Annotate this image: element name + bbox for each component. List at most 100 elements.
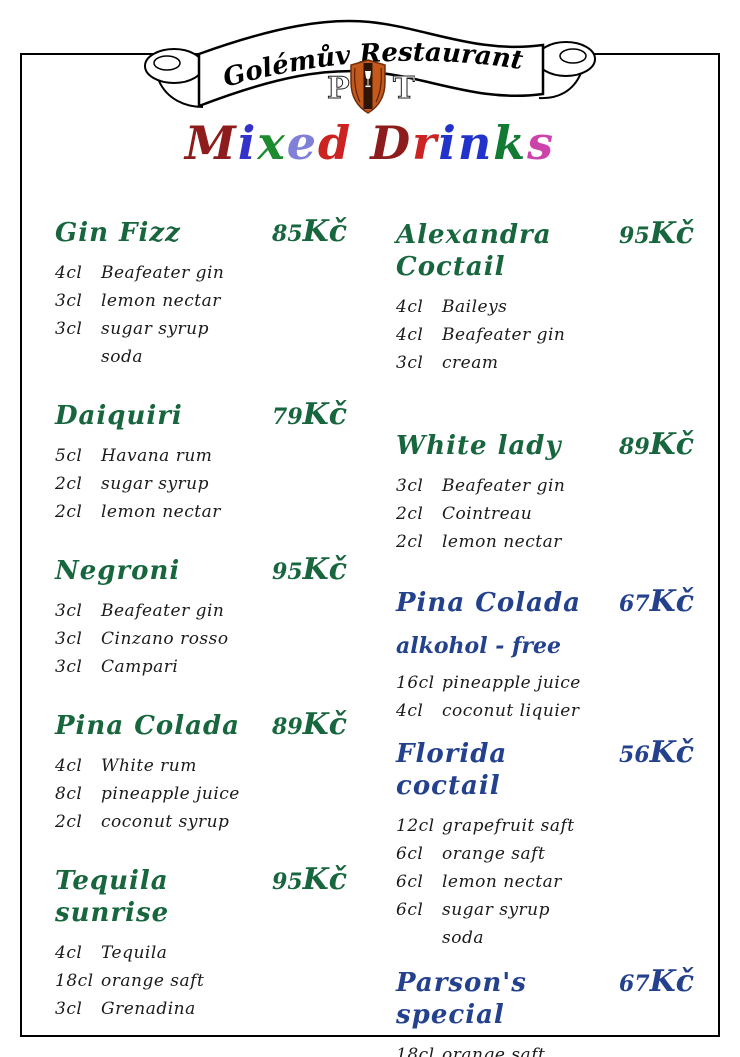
ingredient-qty: 3cl (55, 319, 83, 339)
ingredient-qty: 3cl (396, 353, 424, 373)
ingredient-name: Grenadina (101, 999, 196, 1019)
ingredient-row: 3cl lemon nectar (55, 287, 347, 315)
ingredient-name: Beafeater gin (101, 263, 225, 283)
page-title: Mixed Drinks (0, 116, 740, 170)
ingredient-qty: 2cl (55, 812, 83, 832)
ingredient-name: coconut liquier (442, 701, 580, 721)
ingredient-qty: 18cl (55, 971, 94, 991)
ingredient-row: 3cl Beafeater gin (55, 597, 347, 625)
drink-subtitle: alkohol - free (396, 633, 562, 659)
ingredient-name: sugar syrup (101, 319, 210, 339)
ingredient-name: Beafeater gin (442, 476, 566, 496)
drink-price: 56Kč (619, 735, 694, 770)
price-value: 79 (272, 404, 303, 430)
drink-pina-colada-alkohol-free: Pina Colada 67Kč alkohol - free 16cl pine… (396, 584, 694, 725)
ingredient-name: lemon nectar (442, 872, 562, 892)
ingredient-qty: 4cl (396, 297, 424, 317)
crest-left-ornament (354, 67, 361, 103)
ingredient-row: 5cl Havana rum (55, 442, 347, 470)
drink-name: Tequila sunrise (55, 866, 170, 928)
price-value: 95 (272, 559, 303, 585)
title-letter: i (438, 116, 458, 170)
crest-letter-t: T (393, 71, 415, 106)
drink-price: 89Kč (272, 707, 347, 742)
ingredient-name: Campari (101, 657, 179, 677)
price-currency: Kč (302, 707, 347, 742)
goblet-icon (365, 71, 371, 88)
ingredient-qty: 18cl (396, 1045, 435, 1057)
ingredient-name: Tequila (101, 943, 168, 963)
ingredient-name: soda (101, 347, 143, 367)
ingredient-row: 4cl coconut liquier (396, 697, 694, 725)
ingredient-name: cream (442, 353, 499, 373)
title-letter: r (412, 116, 439, 170)
drink-price: 95Kč (272, 552, 347, 587)
title-letter: i (237, 116, 258, 170)
ingredient-name: White rum (101, 756, 197, 776)
price-value: 85 (272, 221, 303, 247)
menu-column-left: Gin Fizz 85Kč 4cl Beafeater gin 3cl lemon … (55, 214, 347, 1049)
ingredient-row: 4cl White rum (55, 752, 347, 780)
drink-name: Negroni (55, 556, 181, 586)
drink-pina-colada: Pina Colada 89Kč 4cl White rum 8cl pineapp… (55, 707, 347, 836)
ingredient-name: lemon nectar (101, 502, 221, 522)
ingredient-row: 3cl Cinzano rosso (55, 625, 347, 653)
ingredient-name: sugar syrup (101, 474, 210, 494)
price-currency: Kč (649, 584, 694, 619)
ingredient-qty: 2cl (55, 502, 83, 522)
ingredient-qty: 16cl (396, 673, 435, 693)
crest-letter-p: P (327, 71, 350, 106)
ingredient-qty: 6cl (396, 872, 424, 892)
price-currency: Kč (302, 397, 347, 432)
ingredient-qty (396, 924, 442, 952)
ingredient-row: 3cl cream (396, 349, 694, 377)
ingredient-name: Cinzano rosso (101, 629, 229, 649)
title-letter: k (493, 116, 528, 170)
title-letter: s (527, 116, 556, 170)
ingredient-name: orange saft (442, 844, 546, 864)
ingredient-name: soda (442, 928, 484, 948)
price-currency: Kč (302, 214, 347, 249)
price-value: 95 (619, 223, 650, 249)
ingredient-name: Baileys (442, 297, 508, 317)
price-currency: Kč (649, 216, 694, 251)
drink-price: 79Kč (272, 397, 347, 432)
ingredient-row: 3cl Campari (55, 653, 347, 681)
drink-tequila-sunrise: Tequila sunrise 95Kč 4cl Tequila 18cl oran… (55, 862, 347, 1023)
ingredient-qty: 3cl (55, 999, 83, 1019)
ingredient-name: Havana rum (101, 446, 213, 466)
ingredient-qty: 3cl (55, 657, 83, 677)
title-letter: x (257, 116, 287, 170)
title-letter: D (370, 116, 413, 170)
ingredient-row: 2cl lemon nectar (396, 528, 694, 556)
price-currency: Kč (302, 552, 347, 587)
price-value: 89 (619, 434, 650, 460)
drink-name: Pina Colada (55, 711, 241, 741)
ingredient-row: 3cl Beafeater gin (396, 472, 694, 500)
drink-price: 67Kč (619, 584, 694, 619)
drink-name: Daiquiri (55, 401, 183, 431)
drink-gin-fizz: Gin Fizz 85Kč 4cl Beafeater gin 3cl lemon … (55, 214, 347, 371)
ingredient-name: orange saft (101, 971, 205, 991)
drink-negroni: Negroni 95Kč 3cl Beafeater gin 3cl Cinzano… (55, 552, 347, 681)
ingredient-row: 6cl orange saft (396, 840, 694, 868)
ingredient-row: 2cl Cointreau (396, 500, 694, 528)
ingredient-name: pineapple juice (101, 784, 240, 804)
ingredient-qty: 3cl (396, 476, 424, 496)
ingredient-qty: 4cl (396, 701, 424, 721)
ingredient-row: 6cl lemon nectar (396, 868, 694, 896)
ingredient-qty: 6cl (396, 844, 424, 864)
ingredient-qty: 5cl (55, 446, 83, 466)
drink-name: Parson's special (396, 968, 527, 1030)
drink-price: 89Kč (619, 427, 694, 462)
ingredient-qty: 6cl (396, 900, 424, 920)
ingredient-name: Beafeater gin (101, 601, 225, 621)
ingredient-qty: 2cl (55, 474, 83, 494)
title-letter: n (457, 116, 494, 170)
title-letter: d (318, 116, 353, 170)
ingredient-row: 2cl sugar syrup (55, 470, 347, 498)
ingredient-row: 3cl Grenadina (55, 995, 347, 1023)
ingredient-name: grapefruit saft (442, 816, 575, 836)
ingredient-name: Beafeater gin (442, 325, 566, 345)
